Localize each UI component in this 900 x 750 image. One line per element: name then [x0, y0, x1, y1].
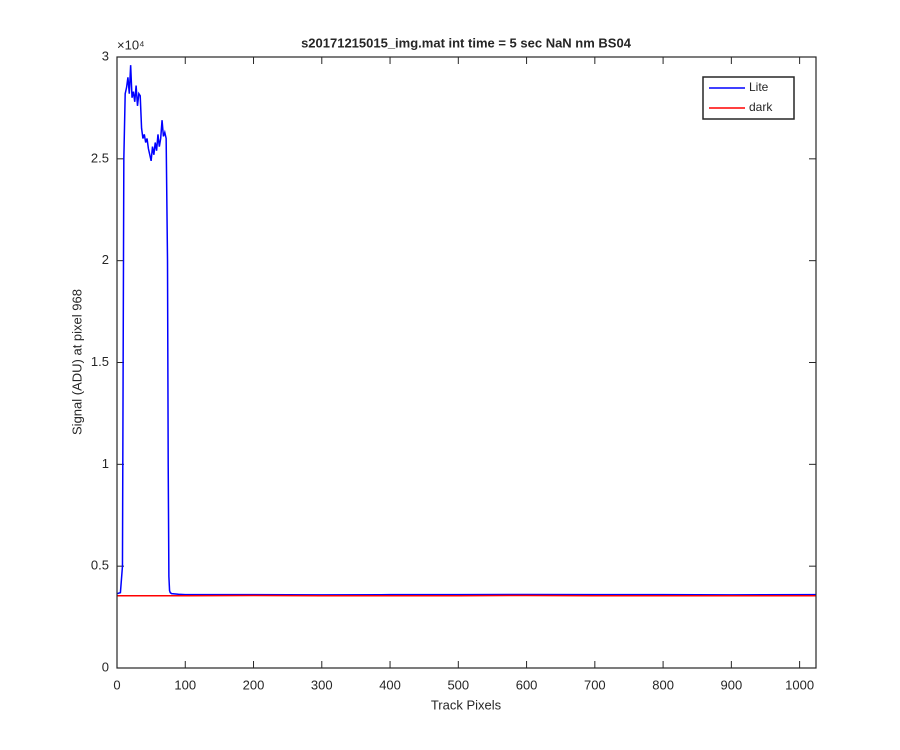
x-tick-label: 100 [174, 677, 196, 692]
axes-box [116, 56, 817, 669]
y-multiplier: ×10⁴ [117, 37, 145, 52]
data-line [116, 65, 817, 596]
x-tick-label: 700 [584, 677, 606, 692]
y-axis-label: Signal (ADU) at pixel 968 [69, 289, 84, 435]
y-tick-label: 2 [102, 252, 109, 267]
x-tick-label: 200 [243, 677, 265, 692]
x-tick-label: 600 [516, 677, 538, 692]
x-tick-label: 900 [721, 677, 743, 692]
x-tick-label: 0 [113, 677, 120, 692]
y-tick-label: 0 [102, 659, 109, 674]
x-tick-label: 1000 [785, 677, 814, 692]
legend-label: dark [749, 100, 773, 114]
y-tick-label: 1.5 [91, 354, 109, 369]
x-tick-label: 400 [379, 677, 401, 692]
y-tick-label: 2.5 [91, 150, 109, 165]
y-tick-label: 3 [102, 48, 109, 63]
x-axis-label: Track Pixels [431, 697, 502, 712]
legend-box [702, 76, 795, 120]
chart-title: s20171215015_img.mat int time = 5 sec Na… [301, 35, 632, 50]
x-tick-label: 300 [311, 677, 333, 692]
x-tick-label: 500 [447, 677, 469, 692]
y-tick-label: 1 [102, 456, 109, 471]
y-tick-label: 0.5 [91, 558, 109, 573]
legend-label: Lite [749, 80, 769, 94]
x-tick-label: 800 [652, 677, 674, 692]
